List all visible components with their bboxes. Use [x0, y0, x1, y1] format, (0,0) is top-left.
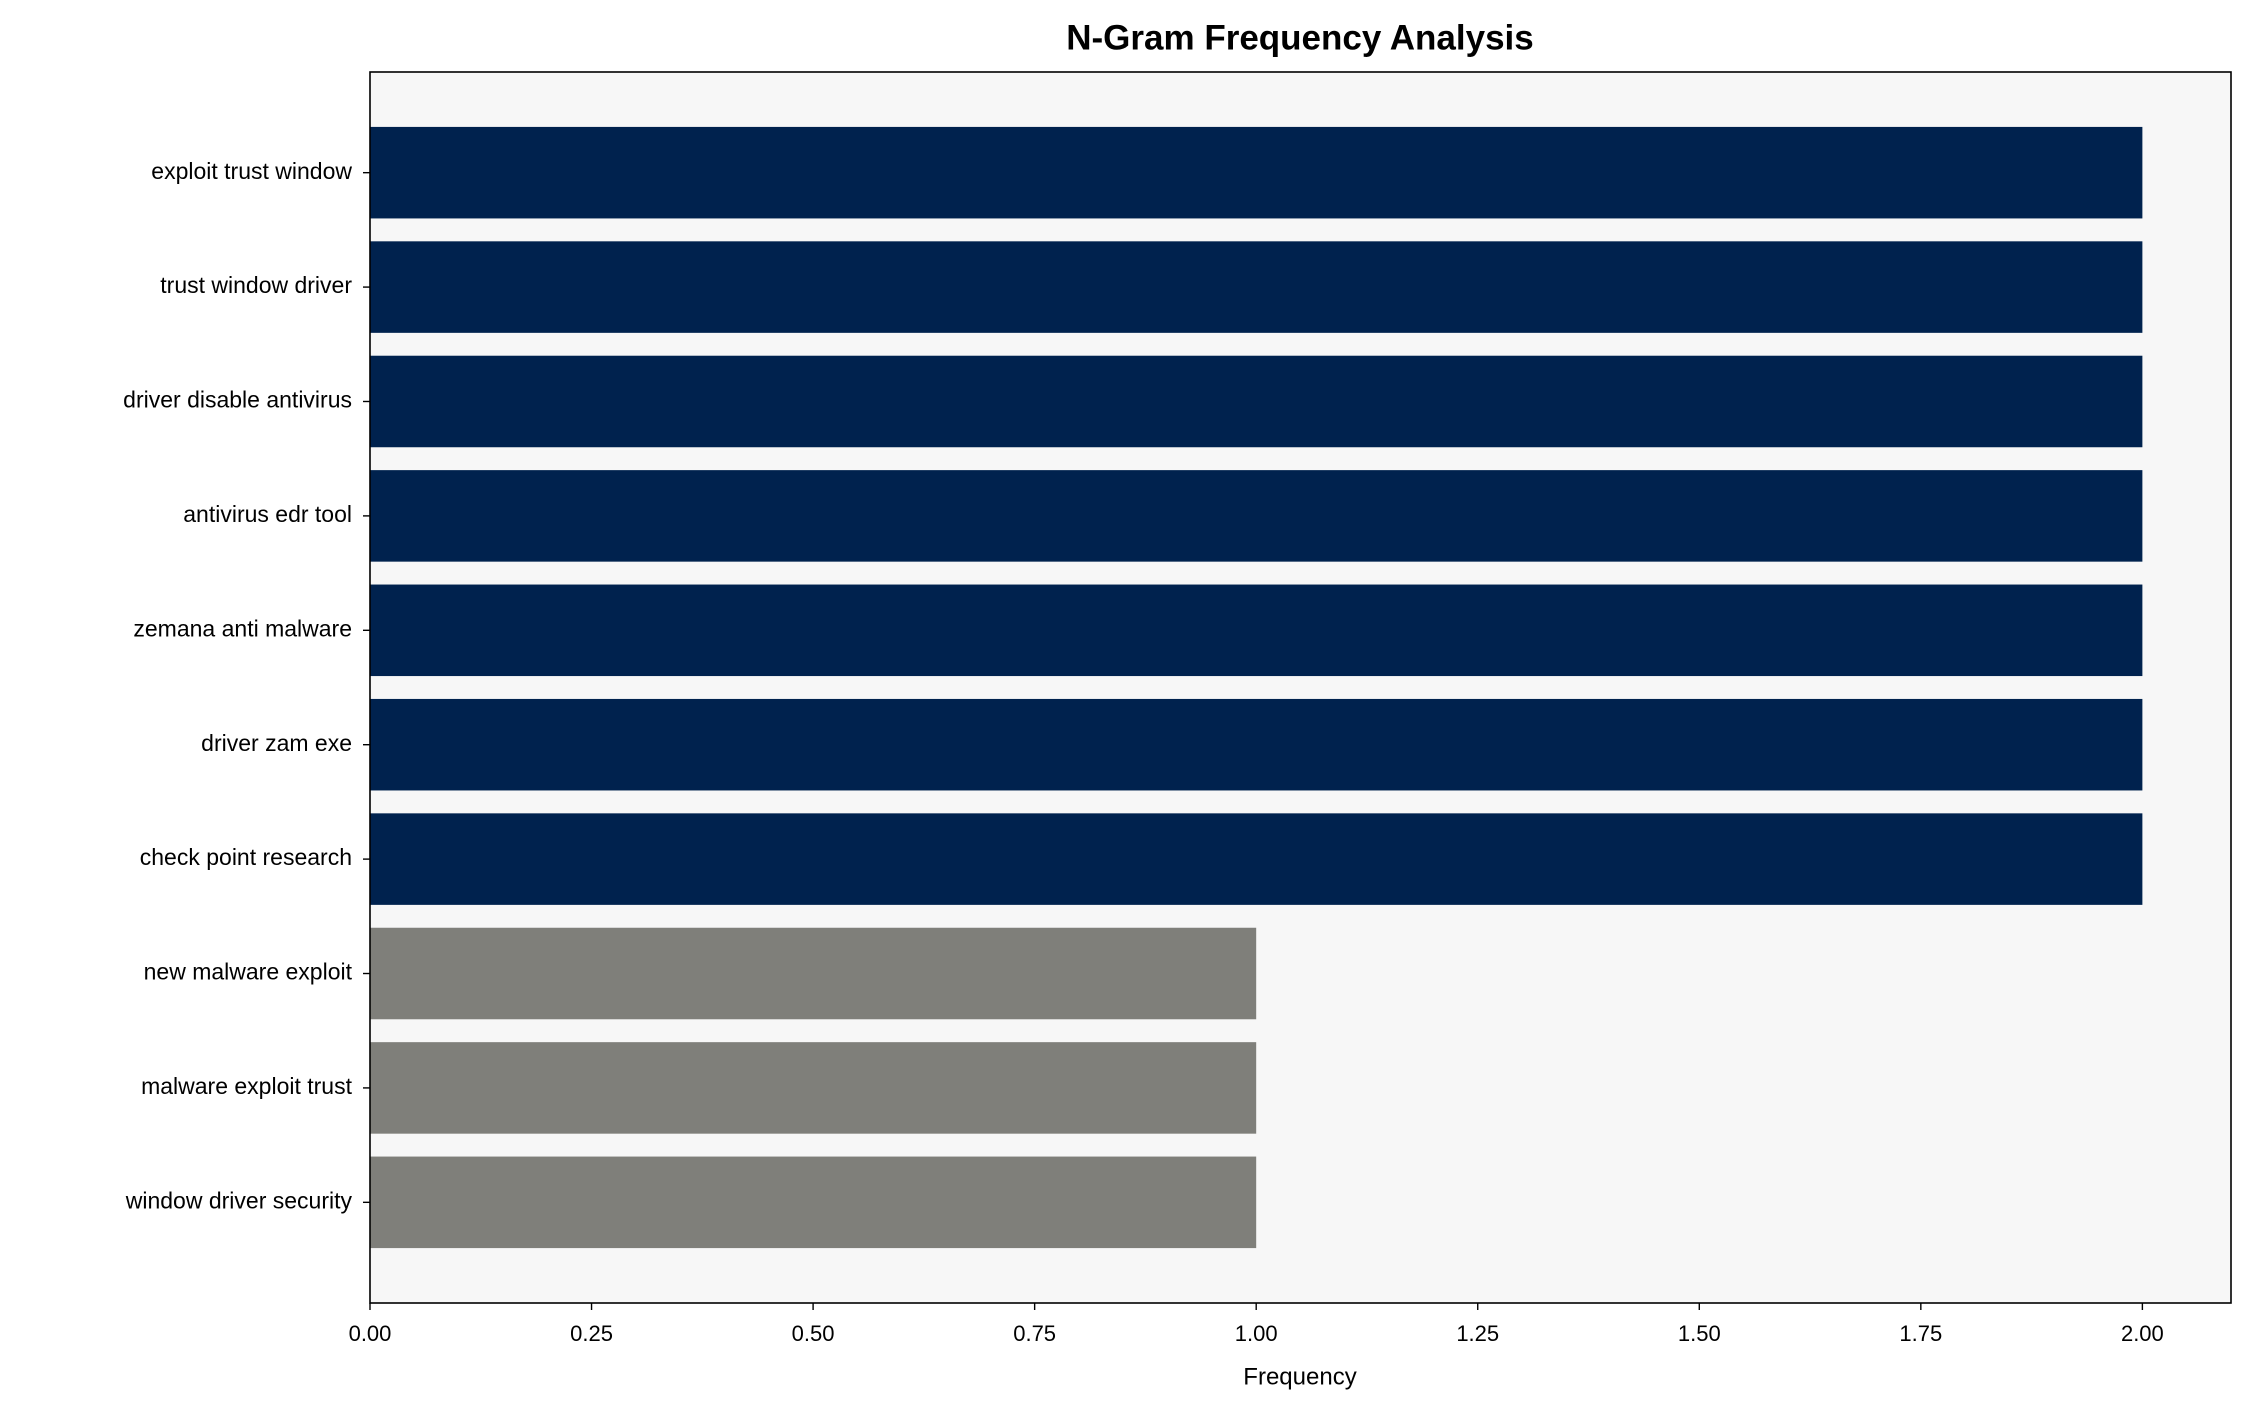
- x-tick-label: 1.25: [1456, 1321, 1499, 1346]
- bar: [370, 241, 2143, 333]
- y-tick-label: zemana anti malware: [133, 615, 352, 641]
- bar: [370, 355, 2143, 448]
- bar: [370, 698, 2143, 791]
- x-tick-label: 0.00: [349, 1321, 392, 1346]
- y-tick-label: trust window driver: [160, 272, 352, 298]
- bar: [370, 927, 1257, 1020]
- bar: [370, 1156, 1257, 1249]
- bar: [370, 813, 2143, 905]
- y-tick-label: driver zam exe: [201, 730, 352, 756]
- bar: [370, 126, 2143, 219]
- plot-frame: [369, 71, 2232, 1304]
- y-tick-label: check point research: [140, 844, 352, 870]
- bar: [370, 584, 2143, 677]
- x-tick-label: 0.50: [792, 1321, 835, 1346]
- x-axis-label: Frequency: [1243, 1363, 1356, 1390]
- x-tick-label: 1.50: [1678, 1321, 1721, 1346]
- y-tick-label: exploit trust window: [151, 158, 352, 184]
- x-tick-label: 2.00: [2121, 1321, 2164, 1346]
- x-tick-label: 1.00: [1235, 1321, 1278, 1346]
- y-tick-label: malware exploit trust: [141, 1073, 353, 1099]
- chart-title: N-Gram Frequency Analysis: [1066, 18, 1533, 57]
- y-tick-label: driver disable antivirus: [123, 387, 352, 413]
- y-tick-label: window driver security: [125, 1187, 353, 1213]
- bar: [370, 470, 2143, 562]
- x-tick-label: 0.75: [1013, 1321, 1056, 1346]
- y-tick-label: new malware exploit: [144, 959, 353, 985]
- x-tick-label: 0.25: [570, 1321, 613, 1346]
- bar: [370, 1042, 1257, 1134]
- x-tick-label: 1.75: [1899, 1321, 1942, 1346]
- y-tick-label: antivirus edr tool: [183, 501, 352, 527]
